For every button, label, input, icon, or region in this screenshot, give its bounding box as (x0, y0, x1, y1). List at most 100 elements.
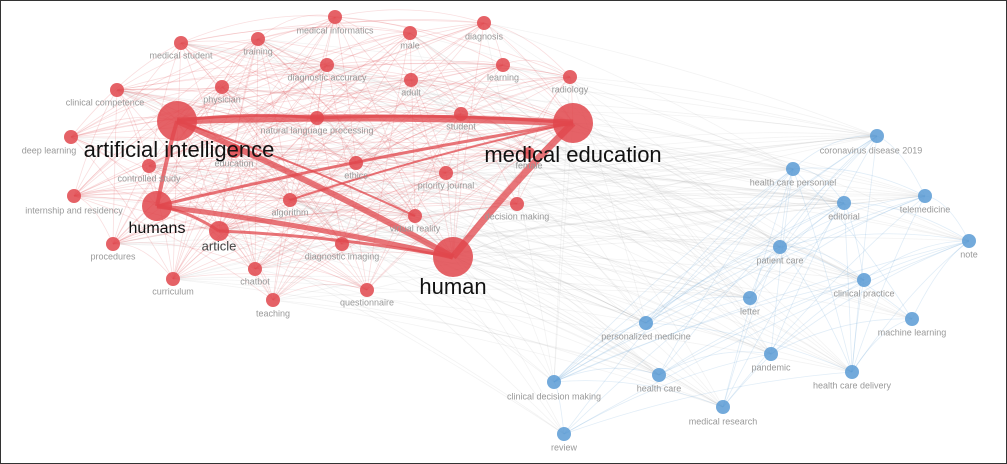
edge (658, 168, 794, 376)
node-label: health care personnel (750, 177, 837, 187)
edge (553, 240, 970, 383)
edge (445, 172, 781, 248)
node (310, 111, 324, 125)
edge (452, 256, 660, 376)
edge (257, 38, 454, 258)
edge (316, 117, 865, 281)
node (106, 237, 120, 251)
edge (645, 296, 751, 324)
node (845, 365, 859, 379)
edge (172, 199, 291, 280)
edge (180, 26, 411, 44)
edge (316, 117, 343, 245)
edge (341, 243, 724, 408)
node-label: personalized medicine (601, 331, 691, 341)
edge (563, 240, 970, 435)
edge (851, 240, 970, 373)
edge (334, 16, 412, 81)
edge (289, 135, 878, 201)
node-label: health care (637, 383, 682, 393)
node (64, 130, 78, 144)
edge (176, 32, 411, 122)
edge (233, 150, 256, 270)
edge (502, 64, 781, 248)
node (349, 156, 363, 170)
node-label: human (419, 274, 486, 299)
edge (70, 136, 174, 280)
edge (483, 22, 878, 137)
node-label: adult (401, 87, 421, 97)
edge (316, 117, 751, 299)
edge (460, 76, 571, 115)
edge (414, 193, 926, 217)
edge (272, 32, 411, 301)
edge (70, 86, 223, 138)
edge (409, 32, 751, 299)
edge (553, 135, 878, 383)
edge (863, 240, 970, 281)
edge (409, 32, 555, 383)
edge (218, 16, 336, 232)
edge (445, 64, 504, 174)
edge (172, 42, 182, 280)
edge (148, 165, 845, 204)
edge (70, 79, 412, 138)
edge (366, 152, 530, 291)
edge (180, 42, 291, 201)
edge (70, 42, 182, 138)
node (557, 427, 571, 441)
edge (563, 371, 853, 435)
edge (257, 19, 485, 40)
edge (911, 240, 970, 320)
edge (452, 202, 845, 258)
edge (112, 172, 447, 245)
edge (658, 351, 772, 376)
edge (483, 22, 555, 383)
edge (116, 89, 343, 245)
edge (516, 135, 878, 205)
edge (460, 111, 878, 137)
edge (516, 203, 913, 320)
edge (254, 266, 368, 291)
node-label: learning (487, 72, 519, 82)
edge (70, 136, 647, 324)
node (716, 400, 730, 414)
edge (116, 89, 574, 124)
edge (553, 168, 794, 383)
edge (341, 243, 647, 324)
edge (156, 205, 781, 248)
edge (180, 42, 343, 245)
edge (409, 32, 853, 373)
edge (452, 135, 878, 258)
node (639, 316, 653, 330)
edge (172, 273, 368, 291)
node (209, 221, 229, 241)
nodes (64, 10, 976, 441)
node (786, 162, 800, 176)
edge (316, 105, 462, 119)
edge (843, 202, 970, 242)
edge (148, 146, 235, 167)
edge (233, 22, 485, 152)
edge (272, 199, 291, 301)
node (157, 101, 197, 141)
labels: artificial intelligence medical education… (22, 25, 978, 452)
edge (326, 59, 571, 78)
edge (116, 88, 318, 119)
node-label: letter (740, 306, 760, 316)
edge (254, 268, 724, 408)
edge (112, 243, 865, 281)
edge (254, 122, 574, 270)
edge (112, 242, 256, 270)
node (652, 368, 666, 382)
node (553, 103, 593, 143)
edge (148, 38, 259, 167)
node-label: machine learning (878, 327, 947, 337)
edge (233, 145, 357, 164)
edge (722, 279, 865, 408)
edge (779, 135, 878, 248)
edge (172, 16, 336, 280)
edge (569, 76, 878, 137)
edge (180, 42, 530, 154)
